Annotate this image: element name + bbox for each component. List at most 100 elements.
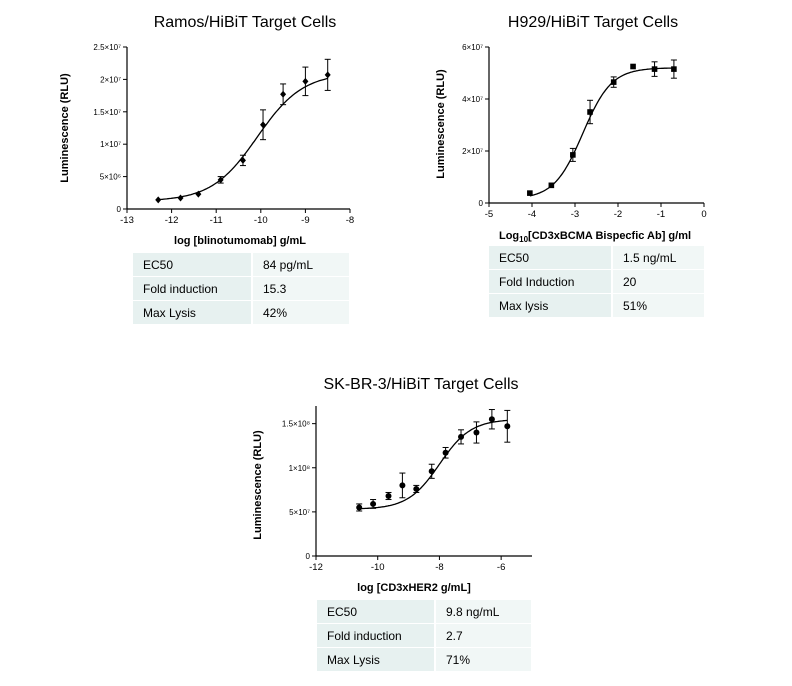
data-point — [610, 79, 617, 85]
data-point — [527, 190, 533, 196]
data-point — [413, 485, 420, 492]
x-tick-label: -8 — [346, 215, 354, 226]
y-tick-label: 6×10⁷ — [462, 43, 483, 52]
table-cell-value: 71% — [434, 648, 531, 672]
table-cell-label: EC50 — [317, 600, 434, 624]
y-tick-label: 1×10⁸ — [289, 464, 310, 473]
stats-table: EC50 1.5 ng/mL Fold Induction 20 Max lys… — [489, 246, 704, 318]
chart-title: Ramos/HiBiT Target Cells — [153, 14, 337, 31]
x-axis-label-prefix: Log — [498, 230, 520, 242]
y-tick-label: 2×10⁷ — [100, 75, 121, 84]
data-point — [356, 504, 363, 511]
table-cell-label: Max lysis — [489, 294, 611, 318]
x-tick-label: -12 — [165, 215, 179, 226]
x-axis-label: Log10[CD3xBCMA Bispecfic Ab] g/ml — [499, 230, 691, 244]
data-point — [587, 109, 593, 115]
fit-curve — [158, 77, 328, 201]
y-tick-label: 0 — [117, 205, 122, 214]
data-point — [671, 66, 677, 72]
table-cell-value: 9.8 ng/mL — [434, 600, 531, 624]
x-axis-label: log [blinotumomab] g/mL — [174, 235, 306, 247]
data-point — [302, 77, 309, 85]
stats-table: EC50 9.8 ng/mL Fold induction 2.7 Max Ly… — [317, 600, 531, 672]
table-row: Fold induction 15.3 — [133, 277, 349, 301]
chart-3-marks: -12 -10 -8 -6 0 5×10⁷ 1×10⁸ 1.5×10⁸ — [282, 406, 532, 573]
data-point — [630, 63, 636, 70]
fit-curve — [529, 67, 674, 197]
chart-1-marks: -13 -12 -11 -10 -9 -8 0 5×10⁶ 1×10⁷ 1.5×10⁷ 2×10⁷ 2… — [93, 43, 354, 226]
stats-table: EC50 84 pg/mL Fold induction 15.3 Max Ly… — [133, 253, 349, 325]
table-row: EC50 84 pg/mL — [133, 253, 349, 277]
y-tick-label: 1.5×10⁸ — [282, 420, 310, 429]
x-axis-label-subscript: 10 — [519, 235, 529, 245]
x-tick-label: -6 — [497, 562, 505, 573]
table-row: EC50 1.5 ng/mL — [489, 246, 704, 270]
table-cell-label: Fold Induction — [489, 270, 611, 294]
table-row: Fold induction 2.7 — [317, 624, 531, 648]
x-tick-label: -1 — [657, 209, 665, 220]
x-tick-label: -5 — [485, 209, 493, 220]
x-tick-label: -3 — [571, 209, 579, 220]
table-cell-value: 2.7 — [434, 624, 531, 648]
x-axis-label-rest: [CD3xBCMA Bispecfic Ab] g/ml — [528, 230, 692, 242]
table-cell-value: 20 — [611, 270, 704, 294]
x-tick-label: -10 — [371, 562, 385, 573]
y-tick-label: 0 — [306, 552, 311, 561]
x-axis-label: log [CD3xHER2 g/mL] — [357, 582, 471, 594]
y-tick-label: 5×10⁶ — [100, 173, 121, 182]
chart-title: SK-BR-3/HiBiT Target Cells — [323, 376, 519, 393]
table-cell-label: EC50 — [133, 253, 251, 277]
y-tick-label: 1.5×10⁷ — [93, 108, 121, 117]
y-tick-label: 0 — [479, 199, 484, 208]
y-axis-label: Luminescence (RLU) — [252, 430, 264, 540]
table-cell-value: 1.5 ng/mL — [611, 246, 704, 270]
data-point — [548, 182, 555, 189]
table-cell-value: 84 pg/mL — [251, 253, 349, 277]
data-point — [217, 176, 224, 184]
table-cell-value: 15.3 — [251, 277, 349, 301]
data-point — [280, 90, 287, 98]
data-point — [570, 152, 576, 158]
data-point — [260, 121, 267, 129]
table-cell-value: 51% — [611, 294, 704, 318]
x-tick-label: -12 — [309, 562, 323, 573]
y-tick-label: 1×10⁷ — [100, 140, 121, 149]
data-point — [195, 190, 202, 198]
data-point — [385, 493, 392, 499]
x-tick-label: -10 — [254, 215, 268, 226]
data-point — [428, 468, 435, 475]
x-tick-label: -13 — [120, 215, 134, 226]
table-cell-value: 42% — [251, 301, 349, 325]
y-axis-label: Luminescence (RLU) — [435, 69, 447, 179]
x-tick-label: 0 — [701, 209, 706, 220]
data-point — [488, 416, 495, 423]
y-tick-label: 4×10⁷ — [462, 95, 483, 104]
data-point — [155, 196, 162, 204]
table-row: Max Lysis 42% — [133, 301, 349, 325]
data-point — [504, 423, 511, 430]
data-point — [399, 482, 406, 489]
table-cell-label: Max Lysis — [133, 301, 251, 325]
table-row: EC50 9.8 ng/mL — [317, 600, 531, 624]
data-point — [458, 433, 465, 440]
data-point — [239, 156, 246, 164]
y-tick-label: 5×10⁷ — [289, 508, 310, 517]
x-tick-label: -2 — [614, 209, 622, 220]
x-tick-label: -11 — [210, 215, 223, 226]
x-tick-label: -4 — [528, 209, 536, 220]
data-point — [324, 71, 331, 79]
x-tick-label: -9 — [301, 215, 309, 226]
table-cell-label: Fold induction — [317, 624, 434, 648]
y-tick-label: 2.5×10⁷ — [93, 43, 121, 52]
data-point — [473, 429, 480, 436]
y-tick-label: 2×10⁷ — [462, 147, 483, 156]
data-point — [442, 449, 449, 456]
data-point — [370, 500, 377, 507]
data-point — [651, 66, 658, 72]
table-cell-label: EC50 — [489, 246, 611, 270]
table-cell-label: Fold induction — [133, 277, 251, 301]
table-row: Max lysis 51% — [489, 294, 704, 318]
table-cell-label: Max Lysis — [317, 648, 434, 672]
chart-title: H929/HiBiT Target Cells — [507, 14, 679, 31]
